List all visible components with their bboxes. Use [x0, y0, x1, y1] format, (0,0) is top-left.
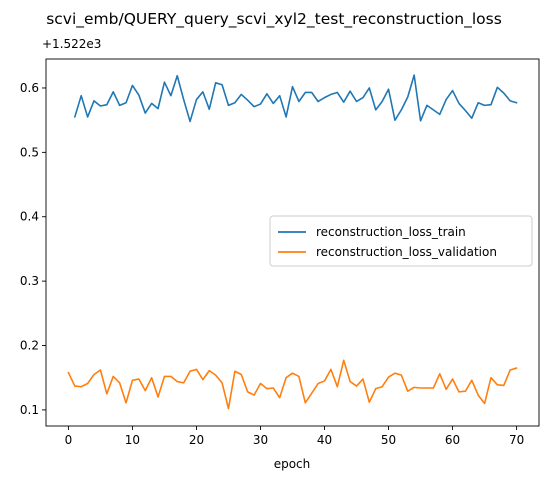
- y-tick-label: 0.6: [20, 81, 39, 95]
- x-tick-label: 20: [189, 433, 204, 447]
- x-tick-label: 60: [445, 433, 460, 447]
- legend: reconstruction_loss_train reconstruction…: [269, 215, 533, 267]
- plot-frame: [45, 58, 540, 427]
- y-tick-label: 0.1: [20, 403, 39, 417]
- y-tick-label: 0.5: [20, 145, 39, 159]
- x-tick-label: 40: [317, 433, 332, 447]
- x-tick-label: 50: [381, 433, 396, 447]
- legend-label-validation: reconstruction_loss_validation: [316, 245, 497, 259]
- legend-label-train: reconstruction_loss_train: [316, 225, 466, 239]
- y-tick-label: 0.3: [20, 274, 39, 288]
- series-layer: [67, 74, 518, 410]
- y-axis: 0.1 0.2 0.3 0.4 0.5 0.6: [20, 81, 46, 417]
- series-line-1: [67, 359, 518, 410]
- x-tick-label: 0: [65, 433, 73, 447]
- chart-title: scvi_emb/QUERY_query_scvi_xyl2_test_reco…: [46, 10, 502, 29]
- x-tick-label: 70: [509, 433, 524, 447]
- y-axis-offset-label: +1.522e3: [42, 37, 101, 51]
- y-tick-label: 0.4: [20, 210, 39, 224]
- x-axis-label: epoch: [274, 457, 311, 471]
- x-tick-label: 10: [125, 433, 140, 447]
- series-line-0: [74, 74, 518, 123]
- legend-box: [269, 215, 533, 267]
- plot-area: [45, 58, 540, 427]
- x-tick-label: 30: [253, 433, 268, 447]
- x-axis: 0 10 20 30 40 50 60 70: [65, 426, 524, 447]
- y-tick-label: 0.2: [20, 339, 39, 353]
